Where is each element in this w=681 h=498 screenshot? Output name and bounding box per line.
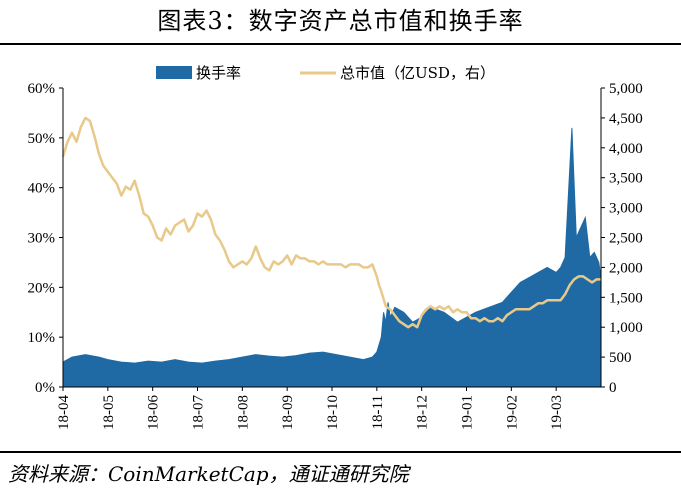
y-right-tick-label: 4,000 (609, 141, 643, 157)
y-right-tick-label: 3,500 (609, 171, 643, 187)
x-tick-label: 18-04 (56, 395, 72, 430)
x-tick-label: 19-01 (460, 395, 476, 430)
legend-swatch-turnover (156, 66, 192, 79)
y-right-tick-label: 5,000 (609, 81, 643, 97)
y-left-tick-label: 40% (28, 181, 56, 197)
y-right-tick-label: 4,500 (609, 111, 643, 127)
y-right-tick-label: 500 (609, 350, 632, 366)
turnover-bars (62, 127, 602, 388)
x-tick-label: 18-12 (415, 395, 431, 430)
y-right-tick-label: 2,500 (609, 231, 643, 247)
y-left-tick-label: 0% (35, 380, 55, 396)
y-left-tick-label: 60% (28, 81, 56, 97)
y-left-tick-label: 20% (28, 280, 56, 296)
y-right-tick-label: 1,000 (609, 320, 643, 336)
y-right-tick-label: 1,500 (609, 290, 643, 306)
y-right-tick-label: 0 (609, 380, 617, 396)
legend-label-marketcap: 总市值（亿USD，右） (340, 64, 495, 82)
x-tick-label: 19-03 (549, 395, 565, 430)
title-rule (0, 43, 681, 45)
x-tick-label: 18-06 (146, 395, 162, 430)
chart-title: 图表3：数字资产总市值和换手率 (157, 7, 524, 35)
x-tick-label: 18-11 (370, 395, 386, 429)
x-tick-label: 19-02 (504, 395, 520, 430)
x-tick-label: 18-05 (101, 395, 117, 430)
x-tick-label: 18-07 (191, 395, 207, 430)
y-right-tick-label: 2,000 (609, 260, 643, 276)
source-note: 资料来源：CoinMarketCap，通证通研究院 (8, 462, 409, 486)
x-tick-label: 18-08 (235, 395, 251, 430)
y-left-tick-label: 30% (28, 231, 56, 247)
marketcap-line (61, 116, 601, 329)
y-left-tick-label: 50% (28, 131, 56, 147)
chart-svg: 换手率 总市值（亿USD，右） 0% 10% 20% 30% 40% 50% 60% 0 500 1,… (28, 64, 643, 430)
y-left-tick-label: 10% (28, 330, 56, 346)
legend-label-turnover: 换手率 (196, 64, 241, 82)
source-rule (0, 451, 681, 453)
x-tick-label: 18-10 (325, 395, 341, 430)
x-tick-label: 18-09 (280, 395, 296, 430)
y-right-tick-label: 3,000 (609, 201, 643, 217)
